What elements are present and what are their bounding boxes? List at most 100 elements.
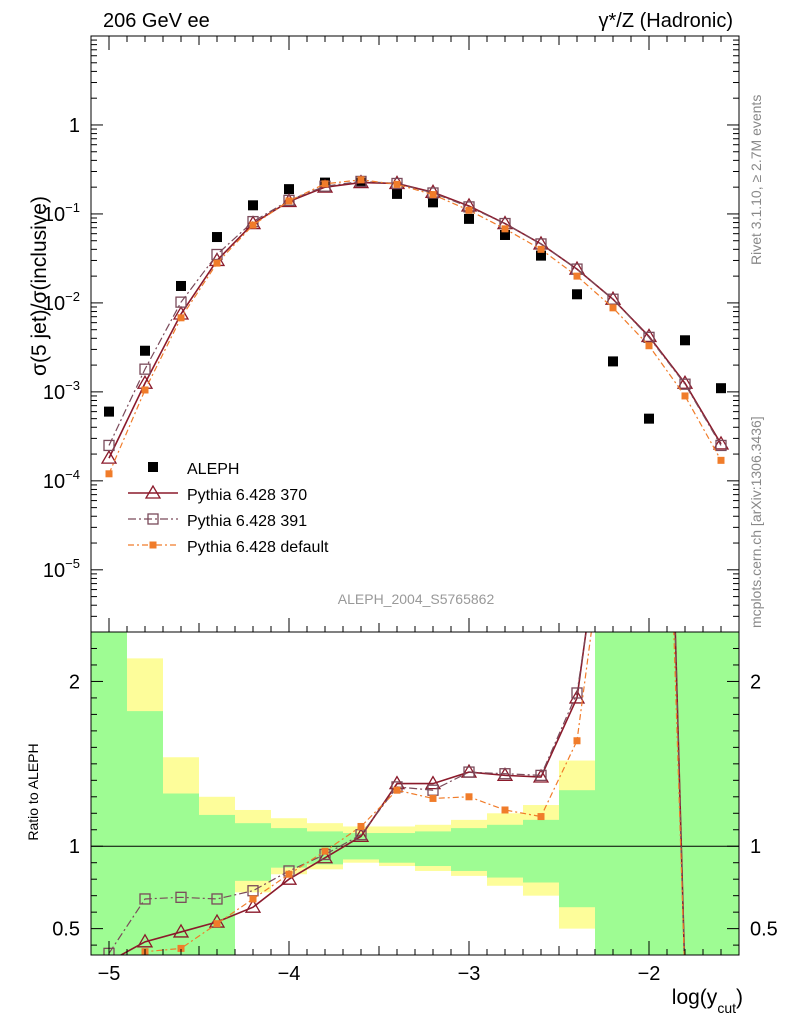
y-tick-label-exponent: −1 [65, 200, 80, 215]
data-point [676, 374, 694, 389]
ratio-point [244, 898, 262, 913]
data-point [536, 250, 546, 261]
top-y-tick-labels: 10−510−410−310−210−11 [43, 115, 80, 582]
y-tick-label-exponent: −2 [65, 289, 80, 304]
ratio-point [535, 769, 547, 782]
y-tick-label-base: 1 [69, 115, 80, 137]
data-point [212, 232, 222, 243]
data-point [715, 439, 727, 452]
legend-marker [149, 541, 157, 549]
data-point [712, 435, 730, 450]
series-1 [100, 174, 730, 464]
data-point [572, 289, 582, 300]
data-point [464, 213, 474, 224]
data-point [285, 197, 293, 205]
ratio-point [352, 828, 370, 842]
legend-marker [144, 484, 162, 499]
ratio-band-green [523, 819, 559, 883]
data-point [645, 342, 653, 350]
data-point [213, 259, 221, 267]
ratio-band-green [451, 828, 487, 871]
data-point [607, 293, 619, 305]
ratio-point [463, 766, 475, 778]
data-point [429, 191, 437, 199]
data-point [501, 225, 509, 233]
series-line [108, 180, 722, 446]
header-right: γ*/Z (Hadronic) [599, 10, 733, 32]
data-point [716, 383, 726, 394]
ratio-band-green [631, 632, 667, 955]
ratio-band-green [379, 833, 415, 863]
x-axis-label-base: log(y [672, 986, 718, 1009]
ratio-band-green [703, 632, 739, 955]
ratio-point [136, 933, 154, 948]
data-point [100, 449, 118, 464]
y-tick-label-left: 0.5 [52, 919, 80, 941]
ratio-band-green [163, 793, 199, 955]
x-axis-label: log(ycut) [672, 986, 743, 1016]
data-point [175, 296, 187, 308]
ratio-band-green [595, 632, 631, 955]
bottom-y-axis-label: Ratio to ALEPH [25, 743, 41, 840]
y-tick-label-exponent: −3 [65, 378, 80, 393]
ratio-band-green [487, 824, 523, 878]
ratio-point [429, 794, 437, 802]
data-point [537, 245, 545, 253]
y-tick-label-base: 10 [43, 204, 65, 226]
ratio-point [177, 944, 185, 952]
legend-label-pythia-391: Pythia 6.428 391 [187, 513, 307, 530]
data-point [177, 314, 185, 322]
y-tick-label-base: 10 [43, 382, 65, 404]
ratio-point [285, 870, 293, 878]
data-point [393, 180, 401, 188]
x-axis-label-sub: cut [717, 1000, 736, 1016]
ratio-band-green [127, 711, 163, 955]
x-tick-label: −3 [458, 963, 481, 985]
ratio-point [213, 920, 221, 928]
ratio-point [573, 737, 581, 745]
top-ticks [90, 35, 740, 633]
ratio-band-green [235, 823, 271, 881]
top-y-axis-label: σ(5 jet)/σ(inclusive) [28, 196, 51, 376]
y-tick-label-right: 0.5 [750, 919, 778, 941]
y-tick-label-exponent: −5 [65, 556, 80, 571]
bottom-y-tick-labels: 0.5 0.5 1 1 2 2 [52, 671, 778, 940]
y-tick-label: 10−4 [43, 467, 80, 493]
series-2 [103, 175, 727, 452]
ratio-point [424, 775, 442, 790]
ratio-point [537, 813, 545, 821]
data-point [608, 356, 618, 367]
data-point [141, 386, 149, 394]
data-point [283, 194, 295, 207]
data-point [248, 200, 258, 211]
x-tick-label: −5 [98, 963, 121, 985]
series-0 [104, 177, 726, 424]
ratio-point [316, 849, 334, 864]
ratio-band-green [415, 831, 451, 867]
data-point [609, 304, 617, 312]
side-label-bottom: mcplots.cern.ch [arXiv:1306.3436] [748, 416, 764, 628]
ratio-point [501, 806, 509, 814]
y-tick-label-left: 1 [69, 836, 80, 858]
legend-label-pythia-default: Pythia 6.428 default [187, 539, 329, 556]
y-tick-label: 1 [69, 115, 80, 137]
legend-marker [148, 462, 158, 472]
y-tick-label-right: 2 [750, 671, 761, 693]
ratio-band-green [91, 632, 127, 955]
ratio-point [249, 895, 257, 903]
ratio-point [321, 847, 329, 855]
data-point [176, 280, 186, 291]
ratio-line [139, 632, 685, 955]
ratio-band-green [667, 632, 703, 955]
ratio-band-green [271, 828, 307, 868]
ratio-point [280, 870, 298, 885]
header-left: 206 GeV ee [103, 10, 210, 32]
x-tick-label: −4 [278, 963, 301, 985]
top-panel: 10−510−410−310−210−11 σ(5 jet)/σ(inclusi… [28, 35, 740, 633]
ratio-point [465, 793, 473, 801]
ratio-point [568, 689, 586, 704]
data-point [573, 272, 581, 280]
data-point [105, 470, 113, 478]
ratio-point [172, 923, 190, 938]
